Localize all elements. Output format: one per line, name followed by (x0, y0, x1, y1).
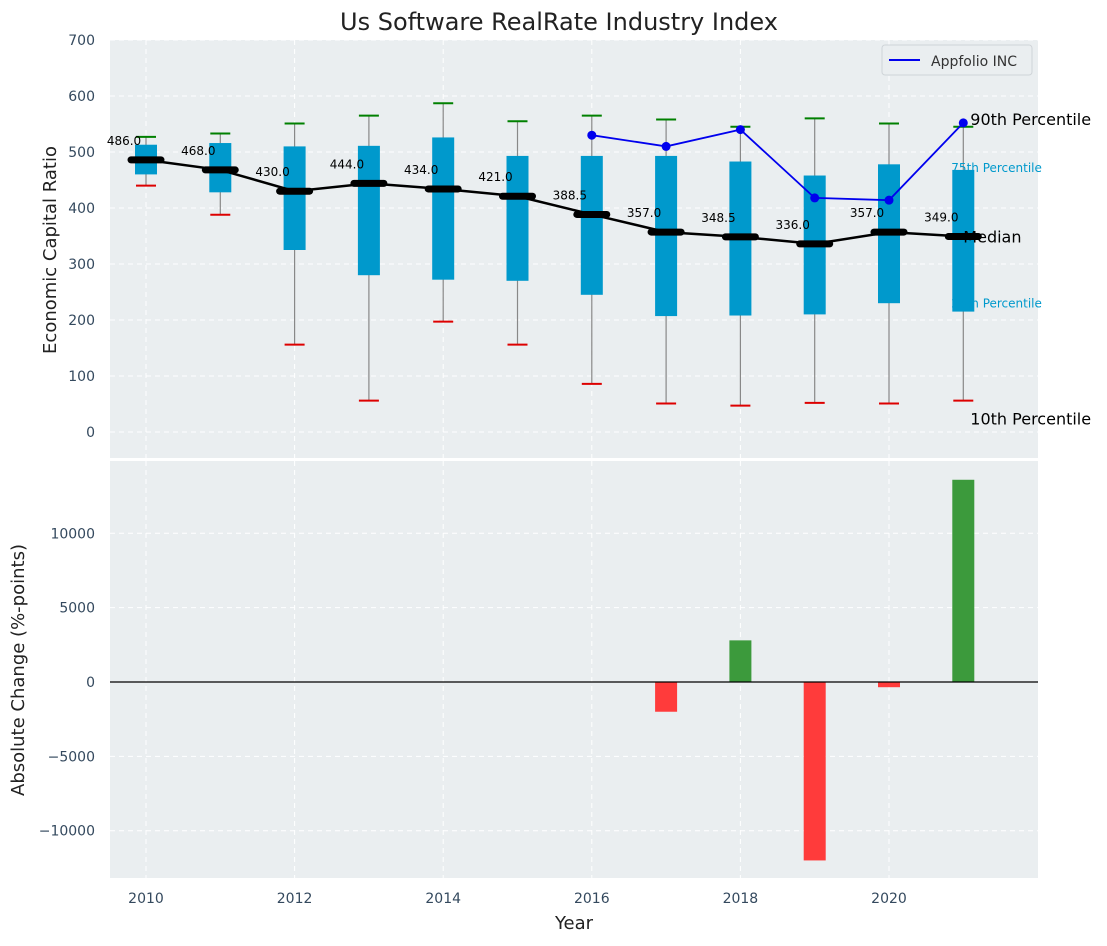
median-value-label: 336.0 (776, 218, 810, 232)
bottom-y-axis-label: Absolute Change (%-points) (8, 544, 29, 796)
median-labels: 486.0 468.0 430.0 444.0 434.0 421.0 388.5 357.0… (107, 134, 959, 232)
y-tick-label: 0 (86, 675, 95, 691)
y-tick-label: −10000 (39, 824, 95, 840)
median-value-label: 348.5 (701, 211, 735, 225)
y-tick-label: 0 (86, 425, 95, 441)
percentile-annotations: 90th Percentile 75th Percentile Median 25th… (951, 110, 1091, 429)
change-bar (878, 682, 900, 688)
bottom-y-ticks: −10000 −5000 0 5000 10000 (39, 526, 95, 839)
iqr-box (357, 145, 380, 276)
iqr-box (283, 146, 306, 250)
y-tick-label: 5000 (59, 601, 95, 617)
y-tick-label: 700 (68, 33, 95, 49)
x-axis-label: Year (554, 913, 594, 934)
company-point (810, 193, 820, 203)
median-value-label: 434.0 (404, 163, 438, 177)
company-point (884, 195, 894, 205)
y-tick-label: 600 (68, 89, 95, 105)
y-tick-label: 300 (68, 257, 95, 273)
annotation-p25: 25th Percentile (951, 297, 1042, 311)
change-bar (952, 479, 975, 682)
change-bar (803, 682, 826, 861)
x-tick-label: 2018 (723, 891, 759, 907)
x-tick-label: 2020 (871, 891, 907, 907)
annotation-p90: 90th Percentile (970, 110, 1091, 129)
y-tick-label: 10000 (50, 526, 95, 542)
y-tick-label: 200 (68, 313, 95, 329)
y-tick-label: 100 (68, 369, 95, 385)
change-bar (729, 640, 752, 682)
median-value-label: 388.5 (553, 188, 587, 202)
median-value-label: 468.0 (181, 144, 215, 158)
annotation-median: Median (963, 228, 1021, 247)
x-tick-label: 2010 (128, 891, 164, 907)
median-value-label: 349.0 (924, 211, 958, 225)
top-y-ticks: 0 100 200 300 400 500 600 700 (68, 33, 95, 441)
iqr-box (952, 169, 975, 312)
median-value-label: 486.0 (107, 134, 141, 148)
iqr-box (432, 137, 455, 280)
median-value-label: 444.0 (330, 157, 364, 171)
iqr-box (506, 155, 529, 281)
x-tick-label: 2012 (277, 891, 313, 907)
legend: Appfolio INC (881, 44, 1033, 76)
iqr-box (655, 155, 678, 317)
company-point (661, 141, 671, 151)
company-point (735, 125, 745, 135)
chart-title: Us Software RealRate Industry Index (340, 8, 778, 36)
y-tick-label: 500 (68, 145, 95, 161)
company-line (587, 118, 968, 205)
company-trend (591, 122, 964, 202)
y-tick-label: 400 (68, 201, 95, 217)
top-y-axis-label: Economic Capital Ratio (40, 146, 61, 354)
annotation-p75: 75th Percentile (951, 161, 1042, 175)
median-value-label: 421.0 (478, 170, 512, 184)
x-tick-label: 2014 (425, 891, 461, 907)
company-point (958, 118, 968, 128)
annotation-p10: 10th Percentile (970, 410, 1091, 429)
company-point (587, 130, 597, 140)
change-bar-panel (110, 461, 1038, 878)
y-tick-label: −5000 (48, 749, 95, 765)
median-value-label: 357.0 (850, 206, 884, 220)
iqr-box (580, 155, 603, 295)
median-value-label: 357.0 (627, 206, 661, 220)
x-ticks: 2010 2012 2014 2016 2018 2020 (128, 891, 907, 907)
legend-entry: Appfolio INC (931, 54, 1017, 70)
change-bars (655, 479, 975, 861)
median-value-label: 430.0 (255, 165, 289, 179)
median-line (127, 156, 982, 248)
x-tick-label: 2016 (574, 891, 610, 907)
change-bar (655, 682, 678, 712)
